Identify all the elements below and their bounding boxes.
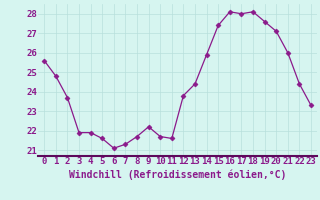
- X-axis label: Windchill (Refroidissement éolien,°C): Windchill (Refroidissement éolien,°C): [69, 169, 286, 180]
